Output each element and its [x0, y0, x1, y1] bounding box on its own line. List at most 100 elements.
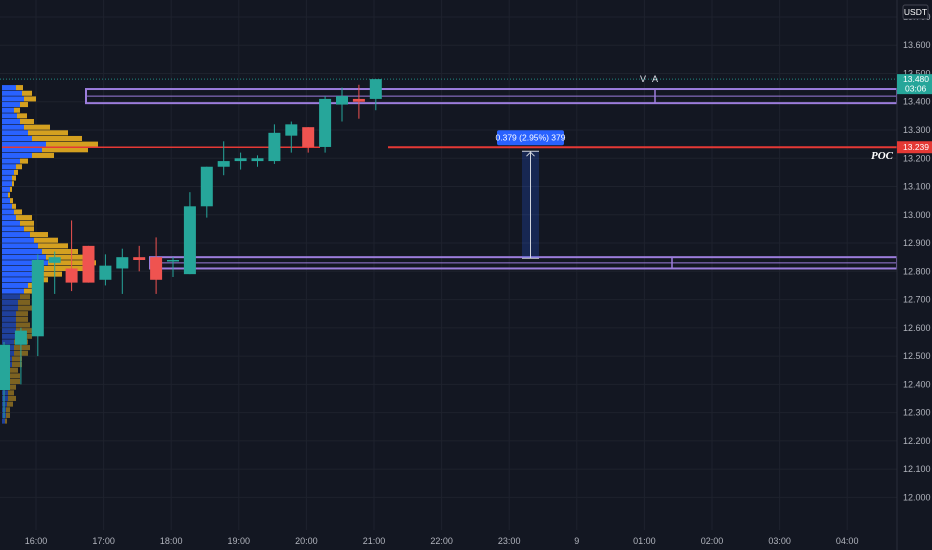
profile-bar-down — [22, 90, 32, 96]
profile-bar-up — [2, 96, 24, 102]
profile-bar-down — [38, 243, 68, 249]
profile-bar-up — [2, 181, 12, 187]
candle[interactable] — [302, 127, 315, 153]
measure-label: 0.379 (2.95%) 379 — [496, 133, 566, 143]
poc-price-label: 13.239 — [903, 142, 929, 152]
candle-body[interactable] — [251, 158, 264, 162]
candle-body[interactable] — [336, 96, 348, 105]
profile-bar-up — [2, 339, 14, 345]
candle[interactable] — [285, 121, 298, 153]
candle[interactable] — [319, 96, 332, 153]
candle[interactable] — [82, 245, 95, 283]
candle[interactable] — [183, 192, 196, 275]
profile-bar-up — [2, 141, 46, 147]
candle-body[interactable] — [302, 127, 315, 147]
candle-body[interactable] — [200, 166, 213, 207]
profile-bar-down — [24, 288, 34, 294]
candles[interactable] — [0, 79, 382, 419]
candle-body[interactable] — [352, 98, 365, 102]
candle-body[interactable] — [14, 330, 27, 345]
candle[interactable] — [352, 84, 365, 119]
candle-body[interactable] — [133, 257, 146, 260]
x-tick-label: 19:00 — [228, 536, 251, 546]
y-tick-label: 12.600 — [903, 323, 931, 333]
candle-body[interactable] — [116, 257, 129, 269]
profile-bar-down — [38, 271, 62, 277]
currency-badge[interactable]: USDT — [902, 4, 929, 20]
profile-bar-down — [46, 141, 98, 147]
profile-bar-down — [8, 192, 10, 198]
profile-bar-up — [2, 260, 48, 266]
poc-label: POC — [871, 150, 894, 162]
x-tick-label: 04:00 — [836, 536, 859, 546]
candle[interactable] — [167, 257, 179, 277]
candle[interactable] — [133, 245, 146, 272]
candle-body[interactable] — [369, 79, 382, 99]
y-tick-label: 12.500 — [903, 351, 931, 361]
profile-bar-down — [12, 356, 22, 362]
candle[interactable] — [268, 124, 281, 164]
candle[interactable] — [0, 341, 10, 419]
measure-tool[interactable]: 0.379 (2.95%) 379 — [496, 130, 566, 259]
profile-bar-down — [32, 135, 82, 142]
currency-label: USDT — [904, 7, 927, 17]
candle[interactable] — [150, 237, 163, 294]
candle-body[interactable] — [31, 260, 44, 337]
profile-bar-up — [2, 186, 10, 192]
candle[interactable] — [217, 141, 230, 176]
profile-bar-down — [46, 254, 88, 260]
candle-body[interactable] — [167, 260, 179, 262]
profile-bar-up — [2, 158, 20, 164]
profile-bar-up — [2, 271, 38, 277]
candle[interactable] — [14, 327, 27, 385]
x-tick-label: 02:00 — [701, 536, 724, 546]
candle-body[interactable] — [183, 206, 196, 275]
profile-bar-down — [20, 294, 30, 300]
profile-bar-up — [2, 209, 14, 215]
candle[interactable] — [200, 166, 213, 218]
candle-body[interactable] — [99, 265, 112, 280]
candle-body[interactable] — [48, 257, 61, 263]
candle[interactable] — [99, 254, 112, 286]
profile-bar-down — [12, 175, 16, 181]
x-tick-label: 03:00 — [768, 536, 791, 546]
profile-bar-down — [20, 158, 28, 164]
candle-body[interactable] — [82, 245, 95, 283]
candle-body[interactable] — [65, 268, 78, 283]
candle-body[interactable] — [234, 158, 247, 162]
candle[interactable] — [116, 248, 129, 294]
candle-body[interactable] — [285, 124, 298, 136]
candle-body[interactable] — [0, 344, 10, 390]
profile-bar-down — [34, 237, 58, 243]
profile-bar-down — [14, 169, 18, 175]
candle[interactable] — [336, 87, 348, 122]
candle-body[interactable] — [268, 132, 281, 162]
candle-body[interactable] — [150, 257, 163, 280]
profile-bar-down — [10, 198, 13, 204]
candle-body[interactable] — [217, 161, 230, 167]
candle[interactable] — [31, 254, 44, 357]
profile-bar-up — [2, 215, 16, 221]
y-tick-label: 13.000 — [903, 210, 931, 220]
candle[interactable] — [234, 152, 247, 170]
candle[interactable] — [251, 155, 264, 167]
measure-badge[interactable] — [497, 130, 564, 146]
candle[interactable] — [48, 251, 61, 294]
x-tick-label: 18:00 — [160, 536, 183, 546]
y-tick-label: 13.400 — [903, 97, 931, 107]
profile-bar-down — [28, 130, 68, 136]
candle[interactable] — [369, 79, 382, 111]
profile-bar-up — [2, 175, 12, 181]
x-tick-label: 17:00 — [92, 536, 115, 546]
candle-body[interactable] — [319, 98, 332, 147]
profile-bar-down — [18, 299, 30, 305]
profile-bar-up — [2, 124, 24, 130]
profile-bar-down — [18, 305, 32, 311]
y-tick-label: 12.200 — [903, 436, 931, 446]
profile-bar-down — [8, 395, 16, 402]
candle[interactable] — [65, 220, 78, 292]
y-tick-label: 13.600 — [903, 40, 931, 50]
profile-bar-down — [10, 373, 20, 379]
y-tick-label: 13.200 — [903, 153, 931, 163]
